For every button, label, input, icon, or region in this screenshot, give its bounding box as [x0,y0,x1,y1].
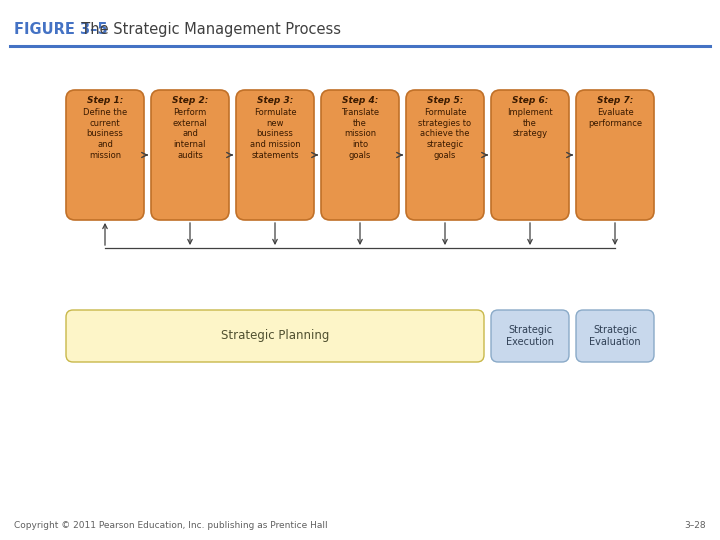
Text: Formulate
strategies to
achieve the
strategic
goals: Formulate strategies to achieve the stra… [418,108,472,160]
Text: Perform
external
and
internal
audits: Perform external and internal audits [173,108,207,160]
Text: Step 5:: Step 5: [427,96,463,105]
FancyBboxPatch shape [406,90,484,220]
FancyBboxPatch shape [491,90,569,220]
Text: Strategic
Execution: Strategic Execution [506,325,554,347]
Text: Step 4:: Step 4: [342,96,378,105]
Text: Implement
the
strategy: Implement the strategy [507,108,553,138]
Text: Translate
the
mission
into
goals: Translate the mission into goals [341,108,379,160]
Text: Strategic Planning: Strategic Planning [221,329,329,342]
Text: Copyright © 2011 Pearson Education, Inc. publishing as Prentice Hall: Copyright © 2011 Pearson Education, Inc.… [14,521,328,530]
FancyBboxPatch shape [576,90,654,220]
FancyBboxPatch shape [576,310,654,362]
Text: Step 1:: Step 1: [87,96,123,105]
Text: FIGURE 3–5: FIGURE 3–5 [14,22,107,37]
Text: Strategic
Evaluation: Strategic Evaluation [589,325,641,347]
Text: Formulate
new
business
and mission
statements: Formulate new business and mission state… [250,108,300,160]
Text: Define the
current
business
and
mission: Define the current business and mission [83,108,127,160]
Text: Evaluate
performance: Evaluate performance [588,108,642,128]
FancyBboxPatch shape [66,310,484,362]
Text: 3–28: 3–28 [685,521,706,530]
FancyBboxPatch shape [66,90,144,220]
Text: Step 7:: Step 7: [597,96,633,105]
Text: Step 6:: Step 6: [512,96,548,105]
Text: Step 3:: Step 3: [257,96,293,105]
FancyBboxPatch shape [321,90,399,220]
FancyBboxPatch shape [491,310,569,362]
Text: Step 2:: Step 2: [172,96,208,105]
FancyBboxPatch shape [151,90,229,220]
FancyBboxPatch shape [236,90,314,220]
Text: The Strategic Management Process: The Strategic Management Process [72,22,341,37]
